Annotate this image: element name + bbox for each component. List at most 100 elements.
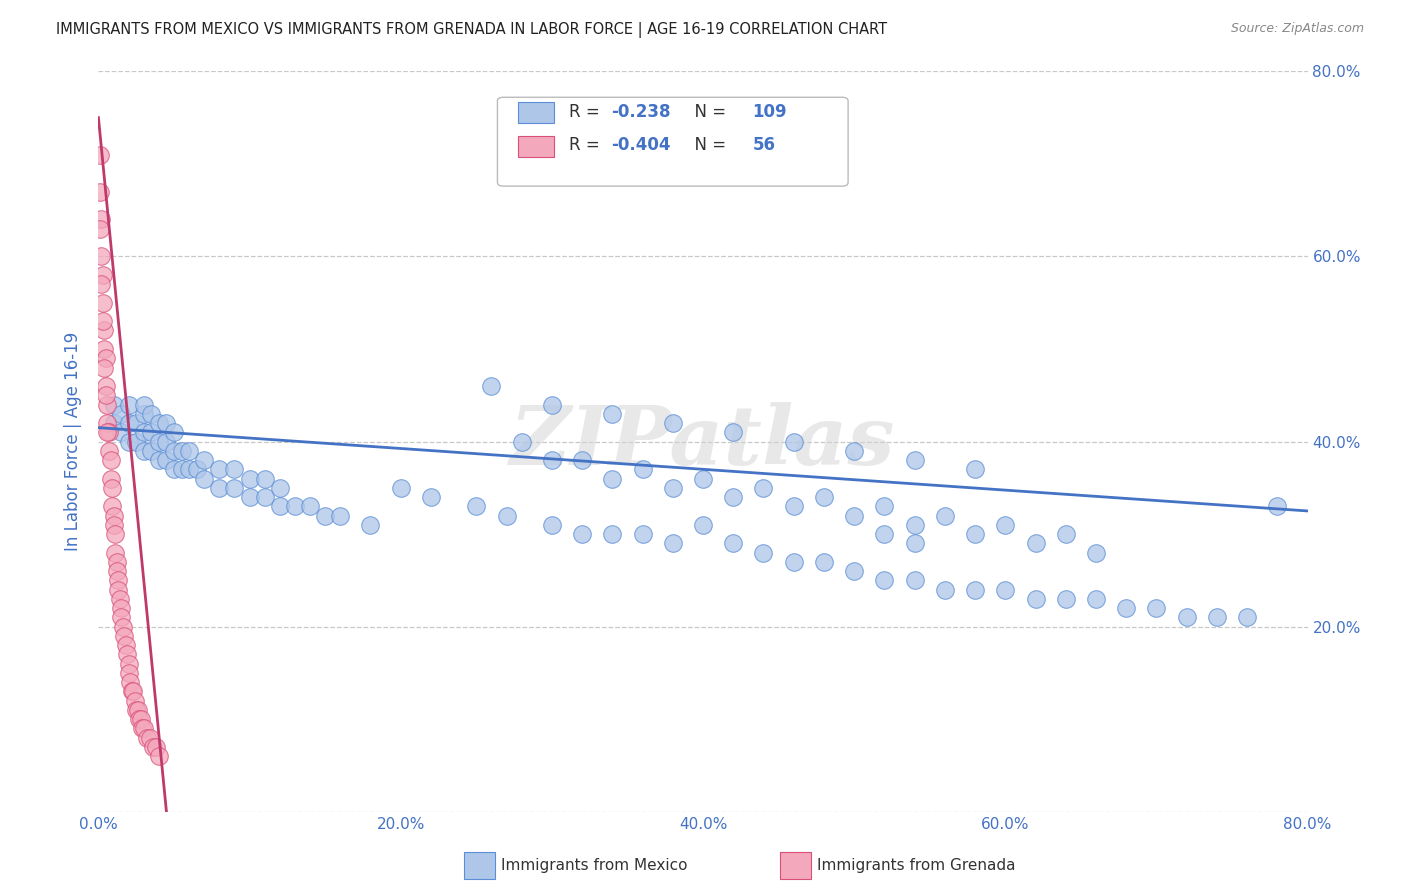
Text: N =: N = [683,103,731,120]
Point [96,398,118,412]
Point [844,508,866,523]
Point [98,425,121,440]
Point [631,527,654,541]
Point [93,360,115,375]
FancyBboxPatch shape [517,103,554,123]
Point [94,379,117,393]
Point [103,508,125,523]
Point [163,443,186,458]
Point [128,712,150,726]
Point [723,536,745,550]
Point [253,472,276,486]
Point [661,481,683,495]
Point [94,351,117,366]
Point [873,500,896,514]
Point [98,443,121,458]
Point [91,268,114,282]
Point [145,739,167,754]
Point [224,481,246,495]
Point [873,574,896,588]
Point [132,407,155,421]
Text: Immigrants from Mexico: Immigrants from Mexico [501,858,688,872]
Point [602,407,624,421]
Point [118,665,141,680]
Point [904,453,927,467]
Point [904,574,927,588]
Point [139,731,162,745]
Point [107,574,129,588]
Point [96,425,118,440]
Point [602,527,624,541]
Point [1054,591,1077,606]
Point [692,472,714,486]
Point [661,416,683,430]
Point [111,619,134,633]
FancyBboxPatch shape [517,136,554,156]
Point [783,500,806,514]
Point [904,536,927,550]
Point [844,443,866,458]
Point [96,416,118,430]
Point [100,472,122,486]
Point [844,564,866,578]
Point [91,295,114,310]
FancyBboxPatch shape [498,97,848,186]
Point [107,582,129,597]
Point [193,472,215,486]
Point [723,490,745,504]
Point [132,398,155,412]
Y-axis label: In Labor Force | Age 16-19: In Labor Force | Age 16-19 [65,332,83,551]
Text: R =: R = [569,103,605,120]
Point [90,277,112,292]
Point [91,314,114,328]
Point [127,703,149,717]
Point [103,398,125,412]
Point [813,490,835,504]
Point [193,453,215,467]
Point [155,434,177,449]
Point [723,425,745,440]
Point [100,453,122,467]
Text: Immigrants from Grenada: Immigrants from Grenada [817,858,1015,872]
Point [94,388,117,402]
Point [540,453,562,467]
Point [965,462,987,476]
Point [104,545,127,560]
Point [132,425,155,440]
Point [269,500,291,514]
Point [994,582,1017,597]
Point [1054,527,1077,541]
Point [1024,536,1046,550]
Point [179,462,201,476]
Point [752,481,775,495]
Point [110,601,132,615]
Point [89,185,111,199]
Point [110,610,132,624]
Point [1206,610,1229,624]
Point [131,722,153,736]
Point [122,684,145,698]
Point [571,527,593,541]
Point [1024,591,1046,606]
Point [934,508,956,523]
Text: -0.238: -0.238 [612,103,671,120]
Point [239,490,262,504]
Point [89,221,111,235]
Point [994,517,1017,532]
Point [141,443,163,458]
Point [631,462,654,476]
Point [115,648,138,662]
Point [118,657,141,671]
Point [93,324,115,338]
Point [253,490,276,504]
Point [112,629,135,643]
Point [103,517,125,532]
Point [170,443,193,458]
Point [104,527,127,541]
Point [389,481,412,495]
Point [783,555,806,569]
Point [118,434,141,449]
Point [329,508,352,523]
Point [89,147,111,161]
Point [1085,591,1108,606]
